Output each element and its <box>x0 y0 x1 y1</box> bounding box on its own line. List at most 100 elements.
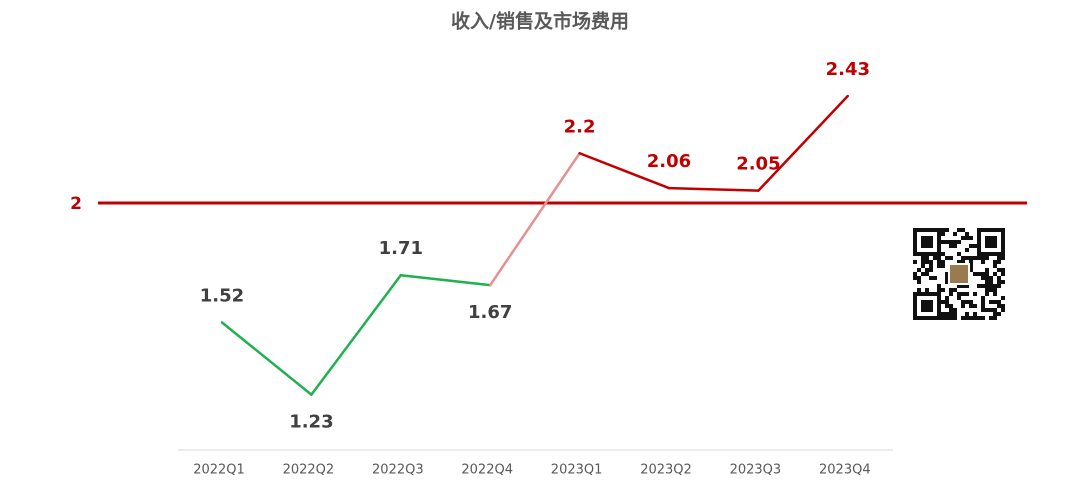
qr-cell <box>921 272 925 276</box>
qr-cell <box>973 244 977 248</box>
qr-logo <box>948 263 970 285</box>
qr-cell <box>949 304 953 308</box>
qr-cell <box>993 260 997 264</box>
qr-cell <box>993 300 997 304</box>
qr-cell <box>913 308 917 312</box>
qr-cell <box>913 276 917 280</box>
qr-cell <box>913 316 917 320</box>
qr-cell <box>949 240 953 244</box>
qr-cell <box>965 300 969 304</box>
qr-cell <box>925 236 929 240</box>
qr-cell <box>917 276 921 280</box>
qr-cell <box>985 236 989 240</box>
qr-cell <box>941 288 945 292</box>
qr-cell <box>925 316 929 320</box>
qr-cell <box>913 296 917 300</box>
qr-cell <box>937 248 941 252</box>
qr-cell <box>929 268 933 272</box>
qr-cell <box>929 264 933 268</box>
qr-cell <box>989 316 993 320</box>
chart-title: 收入/销售及市场费用 <box>451 10 629 33</box>
qr-cell <box>953 288 957 292</box>
qr-cell <box>957 296 961 300</box>
qr-cell <box>1001 296 1005 300</box>
qr-cell <box>993 272 997 276</box>
qr-cell <box>981 316 985 320</box>
qr-code <box>913 228 1005 320</box>
qr-cell <box>961 304 965 308</box>
qr-cell <box>961 236 965 240</box>
qr-cell <box>937 312 941 316</box>
qr-cell <box>913 304 917 308</box>
data-label: 1.52 <box>200 285 244 306</box>
qr-cell <box>941 240 945 244</box>
qr-cell <box>913 244 917 248</box>
qr-cell <box>945 316 949 320</box>
qr-cell <box>989 288 993 292</box>
qr-cell <box>925 252 929 256</box>
qr-cell <box>937 296 941 300</box>
x-tick-label: 2022Q2 <box>283 463 335 478</box>
qr-cell <box>997 300 1001 304</box>
qr-cell <box>937 304 941 308</box>
qr-cell <box>961 292 965 296</box>
qr-cell <box>953 232 957 236</box>
qr-cell <box>985 252 989 256</box>
qr-cell <box>985 240 989 244</box>
x-tick-label: 2023Q4 <box>819 463 871 478</box>
qr-cell <box>985 272 989 276</box>
qr-cell <box>1001 244 1005 248</box>
qr-cell <box>965 248 969 252</box>
qr-cell <box>913 236 917 240</box>
qr-cell <box>981 276 985 280</box>
qr-cell <box>973 292 977 296</box>
qr-cell <box>941 264 945 268</box>
line-segment <box>667 186 760 192</box>
qr-cell <box>925 308 929 312</box>
qr-cell <box>917 268 921 272</box>
qr-cell <box>989 240 993 244</box>
qr-cell <box>929 308 933 312</box>
qr-cell <box>997 284 1001 288</box>
qr-cell <box>945 240 949 244</box>
qr-cell <box>961 284 965 288</box>
qr-cell <box>945 280 949 284</box>
qr-cell <box>977 240 981 244</box>
qr-cell <box>997 276 1001 280</box>
qr-cell <box>985 280 989 284</box>
qr-cell <box>945 304 949 308</box>
qr-cell <box>925 256 929 260</box>
qr-cell <box>937 308 941 312</box>
qr-cell <box>981 304 985 308</box>
qr-cell <box>973 312 977 316</box>
qr-cell <box>993 236 997 240</box>
qr-cell <box>933 256 937 260</box>
qr-cell <box>937 252 941 256</box>
x-tick-label: 2022Q1 <box>193 463 245 478</box>
qr-cell <box>997 280 1001 284</box>
qr-cell <box>989 252 993 256</box>
qr-cell <box>925 288 929 292</box>
qr-cell <box>993 264 997 268</box>
qr-cell <box>921 304 925 308</box>
qr-cell <box>985 268 989 272</box>
qr-cell <box>949 244 953 248</box>
qr-cell <box>917 280 921 284</box>
qr-cell <box>953 240 957 244</box>
qr-cell <box>917 316 921 320</box>
qr-cell <box>961 316 965 320</box>
qr-cell <box>929 292 933 296</box>
qr-cell <box>913 300 917 304</box>
qr-cell <box>1001 236 1005 240</box>
qr-cell <box>949 292 953 296</box>
qr-cell <box>921 240 925 244</box>
line-segment <box>488 152 581 287</box>
qr-cell <box>933 292 937 296</box>
qr-cell <box>965 316 969 320</box>
qr-cell <box>981 272 985 276</box>
qr-cell <box>1001 228 1005 232</box>
qr-cell <box>993 240 997 244</box>
qr-cell <box>993 228 997 232</box>
qr-cell <box>965 236 969 240</box>
